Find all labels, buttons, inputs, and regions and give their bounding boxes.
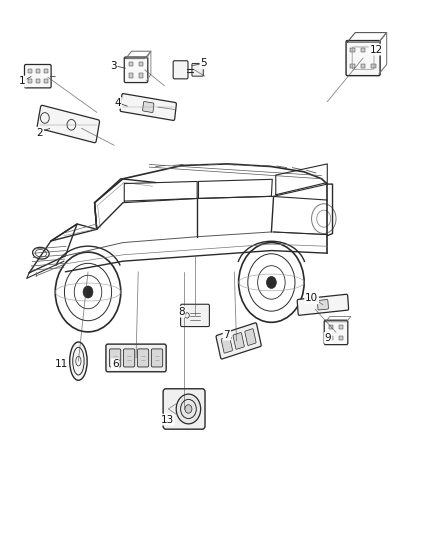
Bar (361, 48, 365, 52)
FancyBboxPatch shape (346, 41, 380, 76)
Bar (28, 79, 32, 83)
FancyBboxPatch shape (297, 294, 349, 316)
Bar (35, 79, 40, 83)
Circle shape (266, 277, 276, 288)
FancyBboxPatch shape (318, 300, 328, 310)
Bar (350, 64, 355, 68)
FancyBboxPatch shape (221, 336, 233, 353)
Text: 1: 1 (19, 77, 26, 86)
Text: 13: 13 (161, 415, 174, 425)
FancyBboxPatch shape (180, 304, 209, 327)
Bar (44, 79, 48, 83)
FancyBboxPatch shape (163, 389, 205, 429)
Circle shape (176, 394, 201, 424)
Bar (371, 64, 376, 68)
Text: 6: 6 (112, 359, 118, 369)
FancyBboxPatch shape (324, 320, 348, 345)
Ellipse shape (70, 342, 87, 380)
FancyBboxPatch shape (216, 323, 261, 359)
Bar (129, 73, 133, 77)
FancyBboxPatch shape (173, 61, 188, 79)
Bar (361, 64, 365, 68)
FancyBboxPatch shape (37, 106, 99, 143)
Text: 11: 11 (54, 359, 67, 369)
FancyBboxPatch shape (106, 344, 166, 372)
Bar (328, 325, 333, 329)
Bar (139, 73, 144, 77)
Bar (350, 48, 355, 52)
Bar (28, 69, 32, 73)
Text: 10: 10 (305, 293, 318, 303)
Text: 12: 12 (370, 45, 383, 54)
Text: 7: 7 (223, 329, 230, 340)
Text: 3: 3 (110, 61, 117, 70)
Bar (44, 69, 48, 73)
Text: 8: 8 (178, 306, 185, 317)
Bar (129, 62, 133, 66)
FancyBboxPatch shape (120, 94, 177, 120)
Bar (339, 336, 343, 340)
FancyBboxPatch shape (110, 349, 121, 367)
FancyBboxPatch shape (233, 333, 244, 349)
FancyBboxPatch shape (245, 329, 256, 345)
FancyBboxPatch shape (124, 349, 135, 367)
FancyBboxPatch shape (138, 349, 149, 367)
Circle shape (83, 286, 93, 298)
Text: 9: 9 (325, 333, 332, 343)
FancyBboxPatch shape (143, 101, 154, 112)
Bar (339, 325, 343, 329)
FancyBboxPatch shape (124, 57, 148, 83)
FancyBboxPatch shape (192, 63, 203, 76)
Bar (328, 336, 333, 340)
Circle shape (185, 405, 192, 413)
FancyBboxPatch shape (151, 349, 162, 367)
Text: 5: 5 (201, 59, 207, 68)
Bar (371, 48, 376, 52)
Bar (35, 69, 40, 73)
Text: 2: 2 (37, 127, 43, 138)
Bar (139, 62, 144, 66)
Text: 4: 4 (114, 98, 121, 108)
FancyBboxPatch shape (25, 64, 51, 88)
